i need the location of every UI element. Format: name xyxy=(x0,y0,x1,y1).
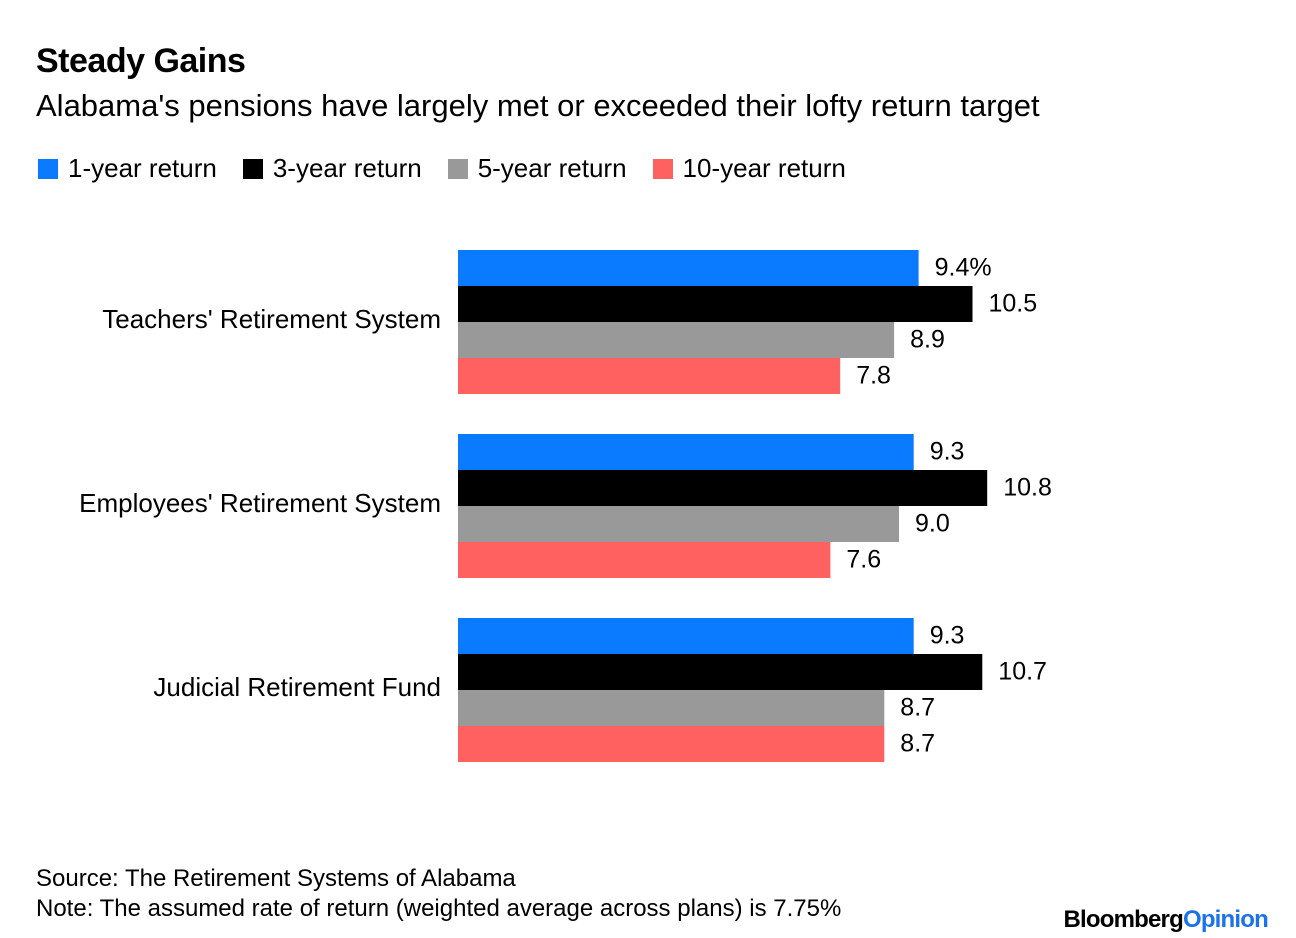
legend-swatch xyxy=(38,158,58,179)
chart-title: Steady Gains xyxy=(36,42,246,80)
legend-item: 10-year return xyxy=(652,153,846,184)
category-label: Teachers' Retirement System xyxy=(102,304,441,334)
data-label: 10.8 xyxy=(1003,474,1052,502)
bar xyxy=(458,542,831,578)
data-label: 9.4% xyxy=(935,254,992,282)
data-label: 7.8 xyxy=(856,362,891,390)
note-text: Note: The assumed rate of return (weight… xyxy=(36,895,842,922)
legend-label: 5-year return xyxy=(477,153,627,183)
bar xyxy=(458,250,919,286)
bar-chart: Teachers' Retirement System 9.4% 10.5 8.9 7.… xyxy=(79,250,1052,762)
chart-subtitle: Alabama's pensions have largely met or e… xyxy=(36,88,1040,123)
bar xyxy=(458,434,914,470)
bar xyxy=(458,358,841,394)
bar xyxy=(458,322,895,358)
logo-part-opinion: Opinion xyxy=(1182,906,1269,933)
bar xyxy=(458,690,885,726)
legend-label: 1-year return xyxy=(68,153,217,183)
legend-item: 1-year return xyxy=(38,153,217,184)
bar xyxy=(458,726,885,762)
legend-swatch xyxy=(652,158,673,179)
legend-item: 5-year return xyxy=(447,153,627,184)
legend-swatch xyxy=(447,158,468,179)
data-label: 8.7 xyxy=(900,694,935,722)
data-label: 9.0 xyxy=(915,510,950,538)
bar xyxy=(458,506,899,542)
logo-part-bloomberg: Bloomberg xyxy=(1063,906,1183,933)
footer: Source: The Retirement Systems of Alabam… xyxy=(36,864,841,924)
data-label: 9.3 xyxy=(930,438,965,466)
category-label: Judicial Retirement Fund xyxy=(153,672,441,702)
legend-item: 3-year return xyxy=(242,153,422,184)
data-label: 10.5 xyxy=(989,290,1038,318)
bar xyxy=(458,618,914,654)
data-label: 7.6 xyxy=(846,546,881,574)
source-text: Source: The Retirement Systems of Alabam… xyxy=(36,865,516,892)
bloomberg-opinion-logo: BloombergOpinion xyxy=(1063,906,1268,934)
legend-swatch xyxy=(242,158,263,179)
legend-label: 3-year return xyxy=(272,153,422,183)
bar xyxy=(458,470,988,506)
bar xyxy=(458,654,983,690)
bar xyxy=(458,286,973,322)
data-label: 8.7 xyxy=(900,730,935,758)
legend-label: 10-year return xyxy=(682,153,846,183)
data-label: 8.9 xyxy=(910,326,945,354)
data-label: 10.7 xyxy=(998,658,1047,686)
data-label: 9.3 xyxy=(930,622,965,650)
category-label: Employees' Retirement System xyxy=(79,488,441,518)
legend: 1-year return 3-year return 5-year return 1… xyxy=(38,153,846,184)
